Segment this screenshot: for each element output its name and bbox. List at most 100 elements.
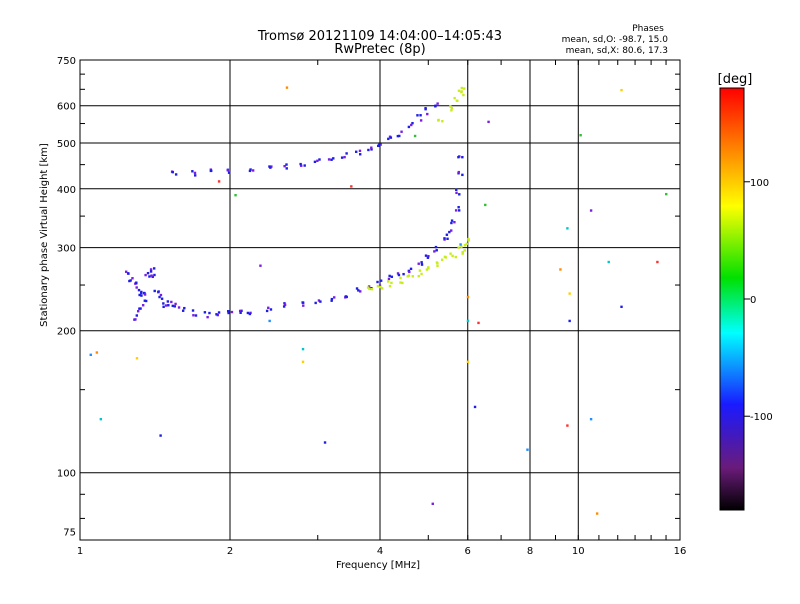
echo-points — [89, 86, 668, 515]
echo-point — [318, 158, 321, 161]
phase-x-stats: mean, sd,X: 80.6, 17.3 — [566, 46, 668, 56]
echo-point — [193, 171, 197, 175]
echo-point — [620, 305, 623, 309]
echo-point — [99, 417, 103, 421]
x-tick-label: 10 — [572, 546, 585, 557]
echo-point — [282, 305, 286, 308]
echo-point — [378, 284, 382, 287]
echo-point — [359, 290, 362, 293]
echo-point — [316, 159, 319, 163]
echo-point — [171, 170, 174, 174]
echo-point — [89, 353, 92, 357]
echo-point — [135, 281, 138, 285]
echo-point — [457, 155, 460, 159]
echo-point — [150, 274, 153, 277]
echo-point — [148, 275, 151, 278]
echo-point — [607, 260, 610, 264]
echo-point — [248, 169, 252, 173]
echo-point — [149, 268, 153, 271]
y-tick-label: 100 — [57, 469, 76, 480]
echo-point — [455, 191, 458, 195]
echo-point — [323, 441, 327, 444]
phase-heading: Phases — [632, 24, 664, 34]
echo-point — [466, 295, 470, 299]
echo-point — [409, 267, 413, 271]
echo-point — [151, 275, 154, 279]
echo-point — [620, 88, 623, 92]
echo-point — [426, 112, 429, 116]
echo-point — [137, 288, 141, 292]
echo-point — [259, 264, 262, 267]
echo-point — [135, 314, 139, 317]
echo-point — [191, 309, 195, 312]
echo-point — [128, 279, 131, 283]
echo-point — [208, 311, 211, 315]
echo-point — [396, 134, 400, 138]
echo-point — [559, 268, 562, 271]
x-tick-label: 8 — [527, 546, 533, 557]
echo-point — [267, 306, 270, 309]
echo-point — [420, 263, 424, 266]
echo-point — [451, 254, 454, 258]
echo-point — [344, 295, 348, 298]
echo-point — [343, 155, 346, 159]
colorbar-tick-label: 100 — [750, 178, 769, 189]
y-axis-ticks: 75 100 200 300 400 500 600 750 — [57, 56, 680, 539]
echo-point — [589, 209, 593, 212]
colorbar-tick-label: 0 — [750, 295, 756, 306]
x-tick-label: 16 — [674, 546, 687, 557]
echo-point — [177, 306, 181, 309]
echo-point — [249, 168, 252, 171]
echo-point — [345, 152, 348, 155]
echo-point — [461, 250, 464, 254]
y-tick-label: 500 — [57, 139, 76, 150]
echo-point — [370, 148, 373, 151]
echo-point — [427, 267, 430, 270]
echo-point — [454, 209, 458, 212]
echo-point — [319, 300, 322, 303]
echo-point — [462, 93, 465, 97]
echo-point — [424, 107, 427, 110]
echo-point — [268, 319, 271, 323]
echo-point — [332, 157, 335, 160]
echo-point — [450, 219, 454, 222]
y-tick-label: 300 — [57, 244, 76, 255]
echo-point — [313, 160, 317, 164]
echo-point — [487, 120, 490, 124]
echo-point — [350, 185, 353, 188]
echo-point — [484, 203, 487, 207]
echo-point — [159, 434, 162, 437]
y-tick-label: 600 — [57, 102, 76, 113]
echo-point — [355, 287, 359, 290]
echo-point — [269, 166, 272, 169]
echo-point — [390, 281, 393, 285]
echo-point — [595, 512, 599, 515]
chart-subtitle: RwPretec (8p) — [334, 42, 425, 57]
echo-point — [457, 89, 461, 92]
echo-point — [134, 318, 137, 321]
echo-point — [283, 302, 286, 305]
echo-point — [248, 312, 252, 316]
echo-point — [461, 173, 464, 177]
echo-point — [566, 424, 569, 427]
echo-point — [450, 109, 453, 112]
echo-point — [330, 158, 333, 161]
echo-point — [135, 286, 138, 289]
colorbar — [719, 87, 745, 511]
echo-point — [285, 86, 289, 89]
echo-point — [358, 153, 362, 156]
echo-point — [449, 252, 452, 255]
echo-point — [656, 260, 659, 264]
echo-point — [443, 237, 446, 240]
echo-point — [389, 136, 393, 139]
echo-point — [444, 256, 448, 259]
echo-point — [192, 314, 195, 317]
echo-point — [144, 299, 148, 303]
echo-point — [162, 302, 165, 305]
echo-point — [460, 90, 463, 94]
echo-point — [388, 284, 392, 288]
echo-point — [465, 242, 468, 246]
echo-point — [477, 321, 480, 325]
echo-point — [143, 299, 147, 302]
echo-point — [129, 279, 132, 282]
